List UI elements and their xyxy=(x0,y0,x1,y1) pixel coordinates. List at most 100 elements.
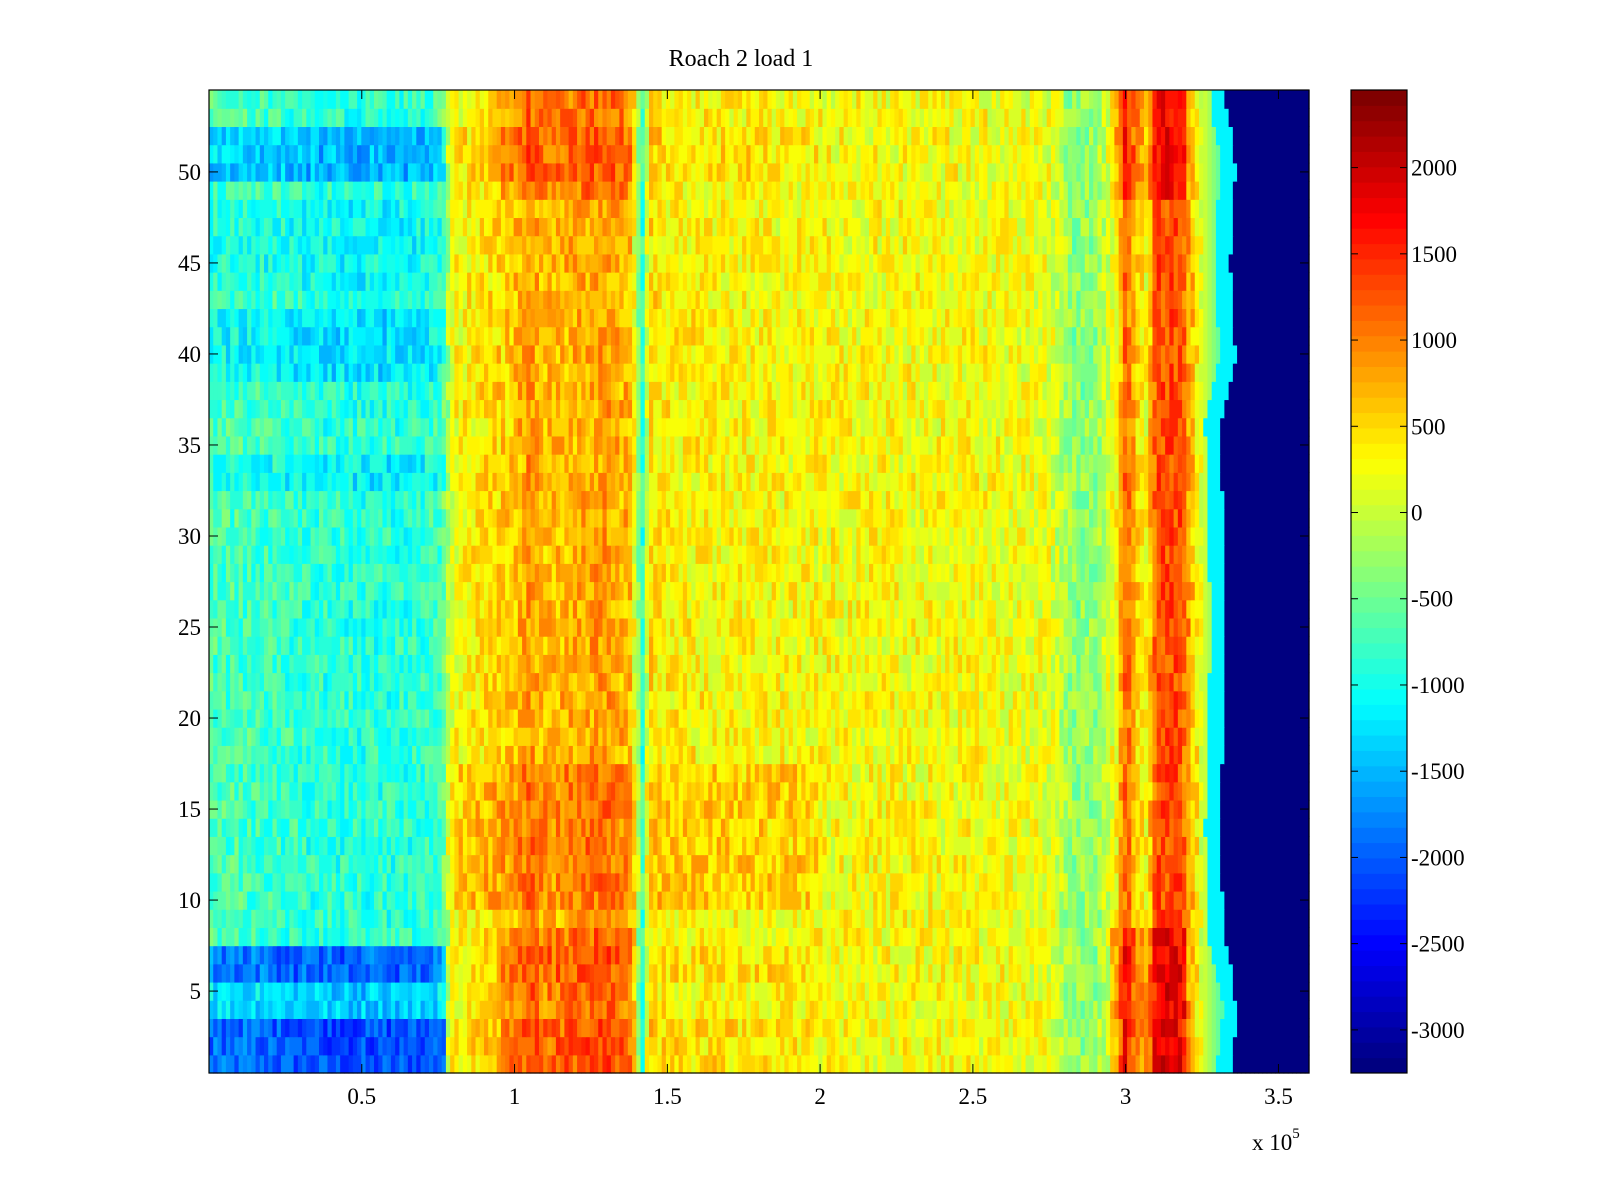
heatmap-cell xyxy=(1245,781,1251,801)
heatmap-cell xyxy=(484,781,489,801)
heatmap-cell xyxy=(1025,890,1031,910)
heatmap-cell xyxy=(991,981,997,1001)
heatmap-cell xyxy=(725,745,730,765)
heatmap-cell xyxy=(928,927,934,947)
heatmap-cell xyxy=(784,927,790,947)
heatmap-cell xyxy=(708,1000,714,1019)
heatmap-cell xyxy=(534,872,540,892)
heatmap-cell xyxy=(911,1000,917,1019)
heatmap-cell xyxy=(340,1036,345,1056)
heatmap-cell xyxy=(974,763,980,783)
heatmap-cell xyxy=(280,727,286,746)
heatmap-cell xyxy=(217,909,223,928)
heatmap-cell xyxy=(877,909,883,928)
heatmap-cell xyxy=(1190,781,1196,801)
heatmap-cell xyxy=(1186,872,1192,892)
heatmap-cell xyxy=(805,836,811,856)
heatmap-cell xyxy=(437,854,443,874)
heatmap-cell xyxy=(839,799,845,819)
heatmap-cell xyxy=(1004,1000,1010,1019)
heatmap-cell xyxy=(877,836,883,856)
heatmap-cell xyxy=(1012,927,1018,947)
heatmap-cell xyxy=(1232,1054,1238,1074)
heatmap-cell xyxy=(399,763,405,783)
heatmap-cell xyxy=(1084,909,1090,928)
heatmap-cell xyxy=(539,1018,544,1038)
heatmap-cell xyxy=(513,799,519,819)
heatmap-cell xyxy=(1050,945,1056,965)
heatmap-cell xyxy=(818,927,824,947)
heatmap-cell xyxy=(809,1054,815,1074)
heatmap-cell xyxy=(957,781,963,801)
heatmap-cell xyxy=(835,727,840,746)
heatmap-cell xyxy=(936,745,942,765)
heatmap-cell xyxy=(1275,927,1280,947)
heatmap-cell xyxy=(911,872,917,892)
heatmap-cell xyxy=(361,909,367,928)
heatmap-cell xyxy=(1199,854,1204,874)
heatmap-cell xyxy=(733,745,739,765)
heatmap-cell xyxy=(750,854,756,874)
heatmap-cell xyxy=(987,909,993,928)
heatmap-cell xyxy=(826,927,832,947)
heatmap-cell xyxy=(856,945,862,965)
heatmap-cell xyxy=(653,836,659,856)
heatmap-cell xyxy=(1059,872,1065,892)
heatmap-cell xyxy=(589,927,595,947)
heatmap-cell xyxy=(632,745,637,765)
heatmap-cell xyxy=(995,781,1001,801)
heatmap-cell xyxy=(572,927,578,947)
heatmap-cell xyxy=(1228,963,1234,983)
heatmap-cell xyxy=(1105,763,1111,783)
heatmap-cell xyxy=(1034,836,1039,856)
heatmap-cell xyxy=(293,1054,299,1074)
heatmap-cell xyxy=(606,1018,612,1038)
heatmap-cell xyxy=(357,799,362,819)
heatmap-cell xyxy=(517,909,523,928)
heatmap-cell xyxy=(352,727,358,746)
heatmap-cell xyxy=(458,763,464,783)
heatmap-cell xyxy=(357,927,362,947)
heatmap-cell xyxy=(805,727,811,746)
heatmap-cell xyxy=(928,836,934,856)
heatmap-cell xyxy=(750,1036,756,1056)
heatmap-cell xyxy=(1211,872,1217,892)
heatmap-cell xyxy=(687,763,692,783)
heatmap-cell xyxy=(915,1000,921,1019)
heatmap-cell xyxy=(780,872,785,892)
heatmap-cell xyxy=(1199,1000,1204,1019)
heatmap-cell xyxy=(526,818,532,837)
heatmap-cell xyxy=(940,1054,946,1074)
heatmap-cell xyxy=(928,1018,934,1038)
heatmap-cell xyxy=(894,1000,900,1019)
heatmap-cell xyxy=(280,763,286,783)
heatmap-cell xyxy=(932,872,938,892)
heatmap-cell xyxy=(340,890,345,910)
heatmap-cell xyxy=(314,872,320,892)
heatmap-cell xyxy=(665,818,671,837)
heatmap-cell xyxy=(1232,909,1238,928)
heatmap-cell xyxy=(488,1000,494,1019)
heatmap-cell xyxy=(775,818,781,837)
heatmap-cell xyxy=(264,727,269,746)
heatmap-cell xyxy=(1215,1054,1221,1074)
heatmap-cell xyxy=(1097,854,1103,874)
heatmap-cell xyxy=(970,781,976,801)
heatmap-cell xyxy=(230,818,235,837)
heatmap-cell xyxy=(754,872,760,892)
heatmap-cell xyxy=(280,872,286,892)
heatmap-cell xyxy=(665,890,671,910)
heatmap-cell xyxy=(374,1054,379,1074)
heatmap-cell xyxy=(314,963,320,983)
heatmap-cell xyxy=(302,745,307,765)
heatmap-cell xyxy=(1067,836,1073,856)
heatmap-cell xyxy=(213,727,219,746)
heatmap-cell xyxy=(1241,836,1247,856)
heatmap-cell xyxy=(327,836,333,856)
heatmap-cell xyxy=(306,981,312,1001)
heatmap-cell xyxy=(420,854,426,874)
heatmap-cell xyxy=(1000,854,1005,874)
heatmap-cell xyxy=(1017,1018,1022,1038)
heatmap-cell xyxy=(1199,963,1204,983)
heatmap-cell xyxy=(225,854,231,874)
